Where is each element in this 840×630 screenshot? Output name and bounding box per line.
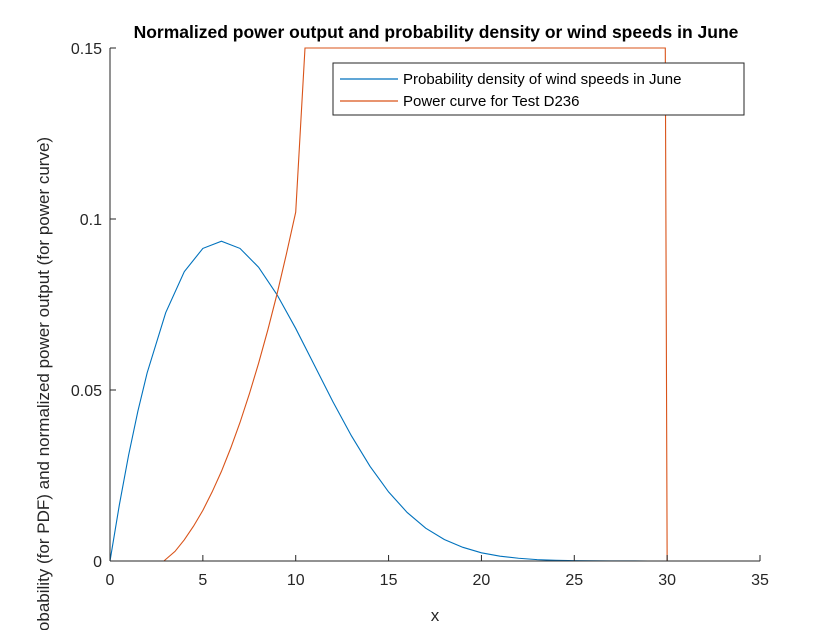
legend-label-power-curve: Power curve for Test D236: [403, 93, 579, 110]
chart-title: Normalized power output and probability …: [134, 22, 739, 42]
x-tick-label: 15: [380, 572, 398, 589]
y-tick-label: 0.05: [71, 383, 102, 400]
y-tick-label: 0.1: [80, 212, 102, 229]
axes-layer: [109, 48, 760, 562]
x-tick-label: 25: [565, 572, 583, 589]
y-tick-label: 0: [93, 554, 102, 571]
y-tick-label: 0.15: [71, 41, 102, 58]
plot-area: [110, 48, 760, 561]
y-tick-layer: 0 0.05 0.1 0.15: [71, 41, 116, 571]
legend-label-pdf: Probability density of wind speeds in Ju…: [403, 71, 682, 88]
x-axis-label: x: [431, 606, 440, 625]
x-tick-label: 30: [658, 572, 676, 589]
legend: Probability density of wind speeds in Ju…: [332, 62, 745, 116]
x-tick-label: 10: [287, 572, 305, 589]
y-axis-label: Probability (for PDF) and normalized pow…: [34, 137, 53, 630]
x-tick-label: 20: [473, 572, 491, 589]
x-tick-label: 0: [106, 572, 115, 589]
legend-box: [332, 62, 745, 116]
x-tick-label: 5: [198, 572, 207, 589]
series-line-power-curve: [110, 47, 760, 562]
x-tick-layer: 0 5 10 15 20 25 30 35: [106, 555, 769, 589]
x-tick-label: 35: [751, 572, 769, 589]
